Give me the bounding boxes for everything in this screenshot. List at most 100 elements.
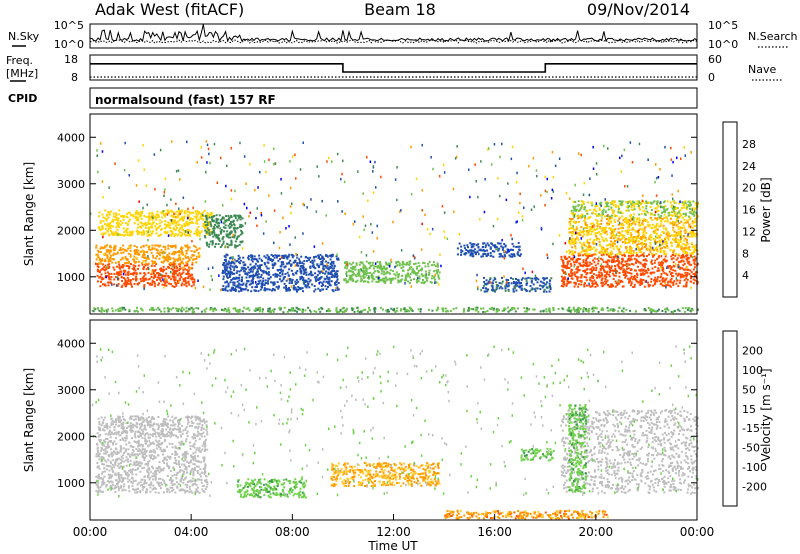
- data-cell: [113, 234, 115, 237]
- data-cell: [563, 272, 565, 275]
- data-cell: [683, 279, 686, 282]
- data-cell: [133, 266, 136, 269]
- data-cell: [172, 228, 175, 231]
- data-cell: [469, 254, 472, 257]
- data-cell: [476, 251, 479, 253]
- data-cell: [398, 273, 400, 276]
- data-cell: [594, 282, 597, 285]
- data-cell: [503, 309, 506, 312]
- data-cell: [206, 229, 209, 232]
- data-cell: [596, 276, 598, 279]
- data-cell: [512, 290, 515, 293]
- data-cell: [614, 203, 617, 206]
- data-cell: [124, 278, 127, 281]
- data-cell: [231, 261, 234, 264]
- data-cell: [574, 222, 577, 224]
- data-cell: [681, 259, 684, 262]
- data-cell: [307, 273, 310, 276]
- data-cell: [164, 256, 167, 259]
- data-cell: [156, 213, 159, 216]
- data-cell: [144, 256, 147, 259]
- data-cell: [605, 280, 608, 283]
- data-cell: [591, 275, 594, 278]
- data-cell: [259, 288, 262, 291]
- data-cell: [224, 281, 227, 284]
- data-cell: [479, 248, 482, 251]
- data-cell: [623, 255, 626, 258]
- data-cell: [107, 216, 110, 219]
- data-cell: [112, 212, 115, 215]
- data-cell: [604, 280, 607, 283]
- data-cell: [212, 235, 215, 238]
- data-cell: [661, 268, 664, 271]
- data-cell: [270, 281, 273, 284]
- data-cell: [111, 307, 114, 310]
- data-cell: [197, 252, 200, 255]
- data-cell: [216, 222, 219, 225]
- data-cell: [390, 279, 392, 281]
- data-cell: [237, 310, 240, 313]
- data-cell: [347, 280, 350, 283]
- data-cell: [166, 260, 169, 263]
- data-cell: [415, 281, 418, 284]
- data-cell: [651, 262, 654, 265]
- data-cell: [622, 268, 625, 271]
- data-cell: [116, 251, 119, 254]
- data-cell: [156, 276, 159, 279]
- data-cell: [685, 277, 688, 280]
- data-cell: [520, 288, 523, 291]
- data-cell: [234, 217, 237, 219]
- data-cell: [271, 260, 274, 263]
- data-cell: [605, 215, 608, 218]
- data-cell: [93, 307, 96, 310]
- data-cell: [109, 254, 112, 257]
- data-cell: [282, 263, 285, 266]
- data-cell: [598, 207, 601, 210]
- data-cell: [652, 255, 654, 258]
- data-cell: [644, 266, 646, 269]
- nsky-tick-high: 10^5: [54, 19, 84, 32]
- data-cell: [628, 223, 631, 226]
- data-cell: [688, 225, 690, 228]
- data-cell: [179, 262, 182, 265]
- data-cell: [630, 214, 632, 217]
- data-cell: [113, 283, 116, 286]
- data-cell: [302, 276, 305, 279]
- data-cell: [364, 280, 367, 283]
- data-cell: [628, 229, 631, 232]
- data-cell: [118, 209, 121, 212]
- data-cell: [592, 259, 595, 262]
- data-cell: [304, 285, 307, 288]
- data-cell: [233, 234, 236, 237]
- data-cell: [142, 268, 145, 270]
- data-cell: [670, 310, 673, 313]
- data-cell: [164, 213, 167, 216]
- data-cell: [100, 246, 103, 249]
- data-cell: [166, 224, 169, 227]
- data-cell: [467, 249, 469, 252]
- data-cell: [588, 228, 591, 231]
- data-cell: [152, 256, 155, 259]
- data-cell: [650, 202, 653, 205]
- data-cell: [195, 255, 198, 258]
- data-cell: [187, 281, 190, 284]
- data-cell: [589, 216, 592, 219]
- data-cell: [129, 279, 132, 282]
- data-cell: [686, 254, 689, 256]
- data-cell: [158, 245, 161, 248]
- data-cell: [566, 263, 569, 266]
- data-cell: [230, 239, 233, 242]
- data-cell: [160, 233, 163, 236]
- data-cell: [564, 255, 567, 258]
- data-cell: [112, 220, 115, 223]
- data-cell: [640, 248, 643, 251]
- data-cell: [209, 240, 212, 243]
- data-cell: [233, 284, 236, 287]
- data-cell: [632, 254, 634, 257]
- data-cell: [583, 233, 586, 236]
- data-cell: [189, 212, 192, 215]
- data-cell: [571, 250, 574, 253]
- data-cell: [229, 223, 231, 225]
- data-cell: [437, 274, 440, 277]
- data-cell: [171, 221, 174, 224]
